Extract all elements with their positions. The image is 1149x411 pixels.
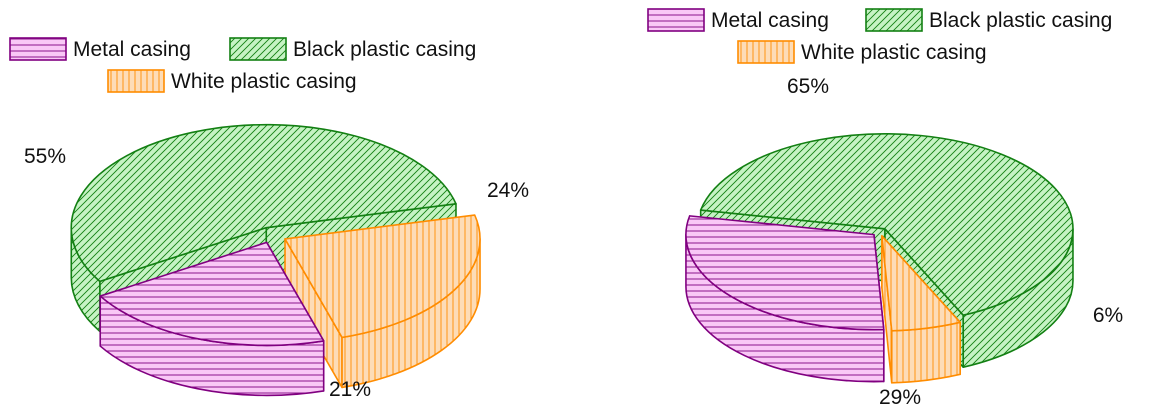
legend-swatch-metal-casing [9,37,67,61]
slice-top-metal-casing [685,215,885,331]
data-label-white-plastic-casing: 24% [487,179,529,202]
legend-swatch-white-plastic-casing [107,69,165,93]
pie-chart-2: Metal casing Black plastic casing White pl… [647,8,1123,409]
legend-label-metal-casing: Metal casing [73,38,191,61]
data-label-black-plastic-casing: 55% [24,145,66,168]
slice-top-metal-casing [99,241,325,347]
legend-label-white-plastic-casing: White plastic casing [801,41,987,64]
legend-swatch-white-plastic-casing [737,40,795,64]
slice-white-plastic-casing-chart-2 [881,235,961,384]
data-label-black-plastic-casing: 65% [787,75,829,98]
data-label-metal-casing: 21% [329,378,371,401]
legend-label-black-plastic-casing: Black plastic casing [929,9,1112,32]
slice-metal-casing-chart-2 [685,215,885,383]
data-label-white-plastic-casing: 6% [1093,304,1123,327]
legend-label-white-plastic-casing: White plastic casing [171,70,357,93]
legend-1: Metal casing Black plastic casing White pl… [9,37,476,93]
slice-top-white-plastic-casing [284,214,481,339]
slice-top-black-plastic-casing [699,133,1074,317]
legend-swatch-black-plastic-casing [229,37,287,61]
slice-metal-casing-chart-1 [99,241,325,397]
slice-white-plastic-casing-chart-1 [284,214,481,389]
legend-swatch-metal-casing [647,8,705,32]
pie-chart-1: Metal casing Black plastic casing White pl… [9,37,529,401]
legend-label-metal-casing: Metal casing [711,9,829,32]
slice-wall-white-plastic-casing [890,321,961,384]
slice-top-white-plastic-casing [881,235,961,332]
legend-label-black-plastic-casing: Black plastic casing [293,38,476,61]
data-label-metal-casing: 29% [879,386,921,409]
legend-swatch-black-plastic-casing [865,8,923,32]
legend-2: Metal casing Black plastic casing White pl… [647,8,1112,64]
slice-top-black-plastic-casing [70,123,457,283]
